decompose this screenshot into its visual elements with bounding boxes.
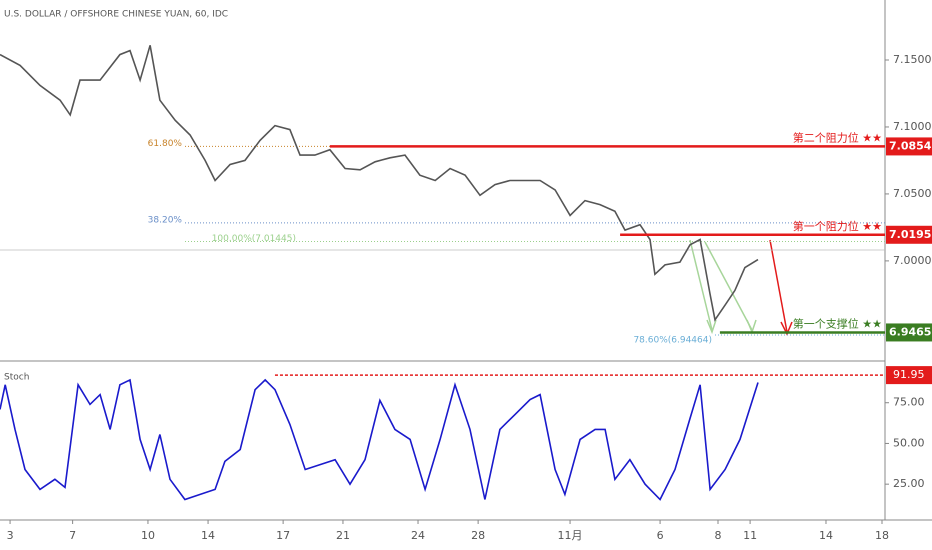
x-tick-label: 11月	[558, 529, 583, 542]
price-tag	[886, 323, 932, 342]
panel-title: Stoch	[4, 373, 29, 383]
x-tick-label: 28	[471, 529, 485, 542]
x-tick-label: 17	[276, 529, 290, 542]
x-tick-label: 14	[819, 529, 833, 542]
price-line	[0, 45, 759, 322]
y-tick-label: 75.00	[893, 396, 925, 409]
x-tick-label: 11	[743, 529, 757, 542]
price-line	[0, 378, 759, 501]
price-tag-label: 91.95	[893, 368, 925, 381]
y-tick-label: 50.00	[893, 436, 925, 449]
y-tick-label: 7.00000	[893, 254, 932, 267]
price-tag	[886, 366, 932, 385]
price-tag	[886, 137, 932, 156]
fib-label: 78.60%(6.94464)	[633, 336, 712, 346]
price-tag-label: 7.08547	[889, 139, 932, 152]
fib-label: 61.80%	[148, 139, 183, 149]
y-tick-label: 7.05000	[893, 187, 932, 200]
x-tick-label: 18	[875, 529, 889, 542]
x-tick-label: 7	[69, 529, 76, 542]
x-tick-label: 21	[336, 529, 350, 542]
fib-label: 38.20%	[148, 215, 183, 225]
x-tick-label: 10	[141, 529, 155, 542]
level-label: 第一个支撑位 ★★	[793, 316, 882, 330]
y-tick-label: 7.10000	[893, 120, 932, 133]
level-label: 第一个阻力位 ★★	[793, 219, 882, 233]
price-tag	[886, 225, 932, 244]
price-tag-label: 7.01950	[889, 228, 932, 241]
x-tick-label: 14	[201, 529, 215, 542]
x-tick-label: 24	[411, 529, 425, 542]
chart-title: U.S. DOLLAR / OFFSHORE CHINESE YUAN, 60,…	[4, 10, 228, 20]
y-tick-label: 25.00	[893, 477, 925, 490]
level-label: 第二个阻力位 ★★	[793, 130, 882, 144]
x-tick-label: 8	[715, 529, 722, 542]
x-tick-label: 3	[7, 529, 14, 542]
y-tick-label: 7.15000	[893, 53, 932, 66]
arrows	[689, 239, 793, 336]
x-tick-label: 6	[657, 529, 664, 542]
fib-label: 100.00%(7.01445)	[212, 234, 296, 244]
